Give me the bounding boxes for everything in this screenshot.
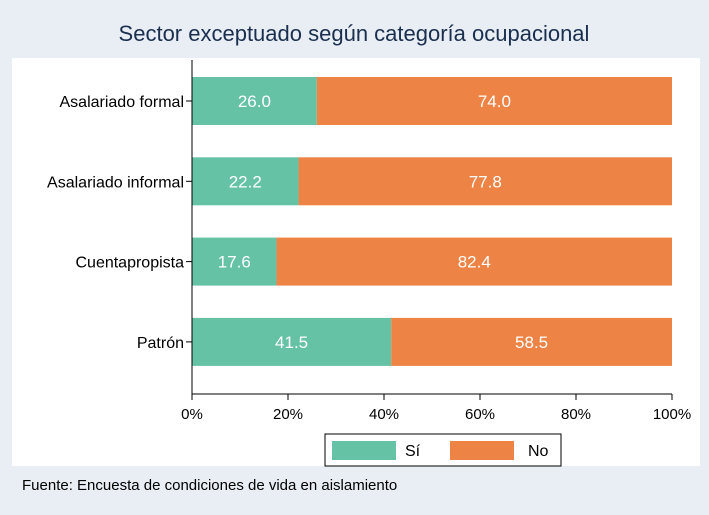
category-label-2: Cuentapropista bbox=[75, 255, 184, 272]
x-tick-label-1: 20% bbox=[273, 406, 303, 423]
legend-label-no: No bbox=[528, 443, 549, 460]
x-tick-label-2: 40% bbox=[369, 406, 399, 423]
source-note: Fuente: Encuesta de condiciones de vida … bbox=[22, 477, 397, 494]
bar-si-0 bbox=[192, 77, 317, 125]
category-label-1: Asalariado informal bbox=[47, 174, 184, 191]
category-label-0: Asalariado formal bbox=[60, 94, 185, 111]
legend-label-si: Sí bbox=[405, 443, 421, 460]
data-label-no-1: 77.8 bbox=[469, 172, 502, 191]
category-label-3: Patrón bbox=[137, 335, 184, 352]
data-label-si-0: 26.0 bbox=[238, 92, 271, 111]
bar-si-1 bbox=[192, 157, 299, 206]
bar-no-0 bbox=[316, 77, 672, 125]
legend: Sí No bbox=[324, 433, 562, 467]
axes-layer: Asalariado formal Asalariado informal Cuen… bbox=[47, 60, 691, 423]
bar-no-1 bbox=[298, 157, 672, 206]
x-tick-label-5: 100% bbox=[653, 406, 691, 423]
x-tick-label-0: 0% bbox=[181, 406, 203, 423]
data-label-no-2: 82.4 bbox=[458, 253, 491, 272]
data-label-si-1: 22.2 bbox=[229, 172, 262, 191]
bar-si-2 bbox=[192, 237, 277, 286]
data-label-si-3: 41.5 bbox=[275, 333, 308, 352]
data-label-no-3: 58.5 bbox=[515, 333, 548, 352]
legend-swatch-no bbox=[450, 441, 514, 460]
x-tick-label-4: 80% bbox=[561, 406, 591, 423]
legend-swatch-si bbox=[332, 441, 396, 460]
bar-no-2 bbox=[276, 237, 672, 286]
data-label-si-2: 17.6 bbox=[218, 253, 251, 272]
data-label-no-0: 74.0 bbox=[478, 92, 511, 111]
x-tick-label-3: 60% bbox=[465, 406, 495, 423]
chart-title: Sector exceptuado según categoría ocupac… bbox=[119, 21, 590, 46]
bar-no-3 bbox=[391, 317, 672, 366]
bar-si-3 bbox=[192, 317, 392, 366]
bars-layer: 26.0 74.0 22.2 77.8 17.6 82.4 41.5 58.5 bbox=[192, 77, 672, 366]
